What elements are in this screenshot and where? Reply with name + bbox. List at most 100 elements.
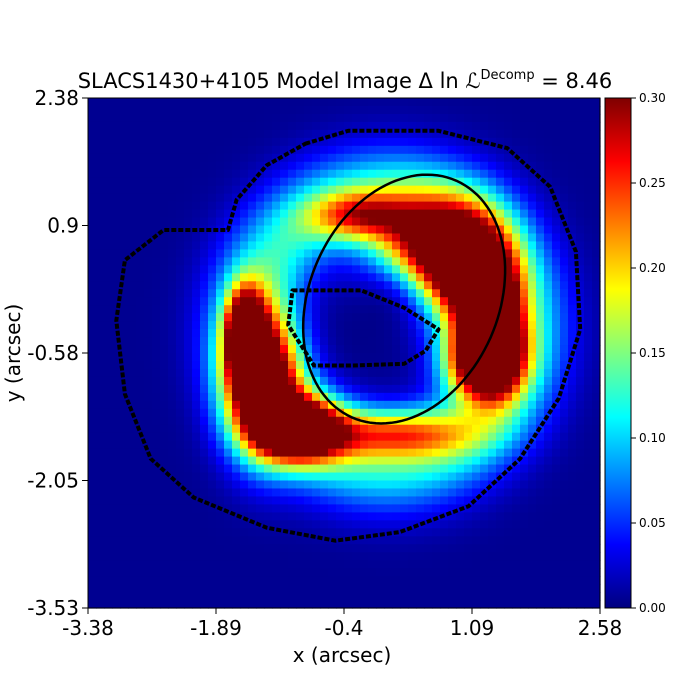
heatmap-cell: [592, 544, 601, 553]
heatmap-cell: [144, 560, 153, 569]
heatmap-cell: [560, 504, 569, 513]
heatmap-cell: [536, 384, 545, 394]
heatmap-cell: [296, 576, 305, 585]
heatmap-cell: [176, 329, 185, 338]
heatmap-cell: [280, 161, 289, 171]
heatmap-cell: [504, 408, 513, 418]
heatmap-cell: [288, 265, 297, 274]
heatmap-cell: [440, 281, 449, 290]
heatmap-cell: [528, 480, 537, 490]
heatmap-cell: [216, 201, 225, 211]
heatmap-cell: [424, 400, 433, 410]
heatmap-cell: [536, 321, 545, 330]
heatmap-cell: [168, 265, 177, 274]
heatmap-cell: [272, 98, 281, 107]
heatmap-cell: [432, 305, 441, 314]
heatmap-cell: [456, 496, 465, 506]
heatmap-cell: [424, 273, 433, 282]
heatmap-cell: [224, 337, 233, 346]
heatmap-cell: [560, 137, 569, 147]
heatmap-cell: [336, 384, 345, 394]
heatmap-cell: [472, 472, 481, 482]
heatmap-cell: [336, 345, 345, 354]
heatmap-cell: [200, 592, 209, 601]
heatmap-cell: [360, 225, 369, 235]
heatmap-cell: [480, 432, 489, 442]
heatmap-cell: [104, 353, 113, 362]
heatmap-cell: [488, 488, 497, 498]
heatmap-cell: [536, 249, 545, 258]
heatmap-cell: [184, 440, 193, 450]
heatmap-cell: [416, 273, 425, 282]
heatmap-cell: [208, 185, 217, 195]
heatmap-cell: [128, 113, 137, 123]
heatmap-cell: [448, 337, 457, 346]
heatmap-cell: [200, 488, 209, 498]
heatmap-cell: [320, 456, 329, 466]
heatmap-cell: [280, 520, 289, 529]
heatmap-cell: [176, 512, 185, 521]
heatmap-cell: [576, 376, 585, 386]
heatmap-cell: [480, 536, 489, 545]
heatmap-cell: [480, 576, 489, 585]
heatmap-cell: [392, 456, 401, 466]
heatmap-cell: [432, 584, 441, 593]
heatmap-cell: [320, 313, 329, 322]
heatmap-cell: [400, 329, 409, 338]
heatmap-cell: [360, 408, 369, 418]
heatmap-cell: [88, 201, 97, 211]
heatmap-cell: [376, 520, 385, 529]
heatmap-cell: [336, 273, 345, 282]
heatmap-cell: [464, 592, 473, 601]
heatmap-cell: [504, 560, 513, 569]
heatmap-cell: [240, 105, 249, 115]
heatmap-cell: [464, 137, 473, 147]
heatmap-cell: [168, 440, 177, 450]
heatmap-cell: [88, 464, 97, 474]
heatmap-cell: [120, 153, 129, 163]
heatmap-cell: [200, 249, 209, 258]
heatmap-cell: [408, 225, 417, 235]
heatmap-cell: [192, 305, 201, 314]
heatmap-cell: [480, 177, 489, 187]
heatmap-cell: [152, 416, 161, 426]
heatmap-cell: [240, 281, 249, 290]
heatmap-cell: [528, 568, 537, 577]
heatmap-cell: [464, 113, 473, 123]
heatmap-cell: [208, 121, 217, 131]
heatmap-cell: [368, 265, 377, 274]
heatmap-cell: [512, 568, 521, 577]
heatmap-cell: [368, 241, 377, 251]
heatmap-cell: [480, 289, 489, 298]
heatmap-cell: [272, 488, 281, 498]
heatmap-cell: [312, 520, 321, 529]
heatmap-cell: [304, 121, 313, 131]
heatmap-cell: [216, 329, 225, 338]
heatmap-cell: [536, 504, 545, 513]
heatmap-cell: [368, 472, 377, 482]
heatmap-cell: [232, 440, 241, 450]
heatmap-cell: [128, 552, 137, 561]
heatmap-cell: [464, 121, 473, 131]
heatmap-cell: [520, 576, 529, 585]
heatmap-cell: [488, 528, 497, 537]
heatmap-cell: [464, 185, 473, 195]
heatmap-cell: [216, 568, 225, 577]
heatmap-cell: [472, 217, 481, 227]
heatmap-cell: [392, 265, 401, 274]
heatmap-cell: [296, 440, 305, 450]
heatmap-cell: [104, 337, 113, 346]
heatmap-cell: [392, 353, 401, 362]
heatmap-cell: [208, 321, 217, 330]
heatmap-cell: [448, 161, 457, 171]
heatmap-cell: [120, 552, 129, 561]
heatmap-cell: [88, 161, 97, 171]
heatmap-cell: [480, 552, 489, 561]
heatmap-cell: [432, 496, 441, 506]
heatmap-cell: [360, 233, 369, 243]
heatmap-cell: [560, 241, 569, 251]
heatmap-cell: [176, 544, 185, 553]
heatmap-cell: [496, 392, 505, 402]
heatmap-cell: [120, 432, 129, 442]
heatmap-cell: [128, 281, 137, 290]
